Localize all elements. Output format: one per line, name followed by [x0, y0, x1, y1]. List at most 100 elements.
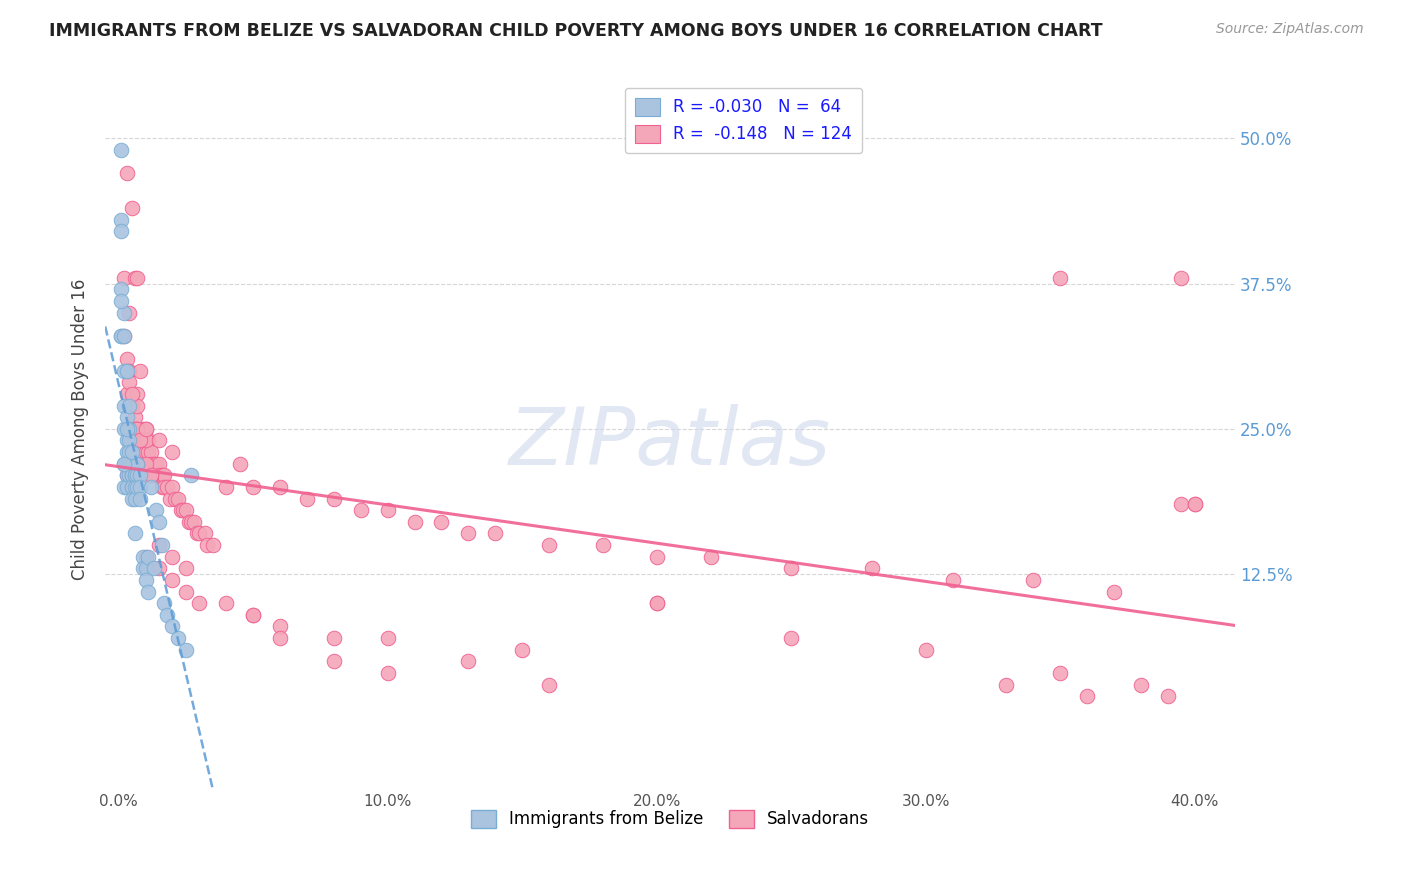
Point	[135, 573, 157, 587]
Point	[404, 515, 426, 529]
Point	[538, 677, 561, 691]
Point	[914, 642, 936, 657]
Point	[112, 364, 135, 378]
Point	[377, 503, 399, 517]
Point	[183, 515, 205, 529]
Point	[295, 491, 318, 506]
Point	[112, 305, 135, 319]
Point	[156, 480, 179, 494]
Point	[127, 270, 149, 285]
Point	[118, 445, 141, 459]
Point	[457, 526, 479, 541]
Point	[186, 526, 208, 541]
Point	[1184, 498, 1206, 512]
Point	[148, 538, 170, 552]
Point	[269, 631, 291, 645]
Point	[115, 468, 138, 483]
Point	[115, 410, 138, 425]
Point	[139, 445, 162, 459]
Point	[592, 538, 614, 552]
Point	[127, 422, 149, 436]
Point	[188, 596, 211, 610]
Point	[132, 549, 155, 564]
Text: IMMIGRANTS FROM BELIZE VS SALVADORAN CHILD POVERTY AMONG BOYS UNDER 16 CORRELATI: IMMIGRANTS FROM BELIZE VS SALVADORAN CHI…	[49, 22, 1102, 40]
Point	[228, 457, 250, 471]
Point	[110, 143, 132, 157]
Point	[1049, 270, 1071, 285]
Point	[145, 457, 167, 471]
Point	[124, 468, 146, 483]
Point	[142, 561, 165, 575]
Point	[148, 515, 170, 529]
Point	[1076, 690, 1098, 704]
Point	[1129, 677, 1152, 691]
Point	[150, 468, 173, 483]
Y-axis label: Child Poverty Among Boys Under 16: Child Poverty Among Boys Under 16	[72, 278, 89, 580]
Point	[136, 434, 159, 448]
Point	[112, 422, 135, 436]
Point	[110, 293, 132, 308]
Point	[124, 480, 146, 494]
Point	[121, 457, 143, 471]
Point	[115, 352, 138, 367]
Point	[215, 596, 238, 610]
Point	[118, 305, 141, 319]
Point	[112, 457, 135, 471]
Point	[129, 445, 152, 459]
Point	[129, 364, 152, 378]
Point	[139, 468, 162, 483]
Point	[135, 422, 157, 436]
Point	[112, 399, 135, 413]
Point	[118, 434, 141, 448]
Point	[110, 329, 132, 343]
Point	[150, 538, 173, 552]
Point	[538, 538, 561, 552]
Point	[166, 491, 188, 506]
Point	[118, 376, 141, 390]
Point	[115, 480, 138, 494]
Point	[645, 549, 668, 564]
Point	[150, 480, 173, 494]
Point	[124, 468, 146, 483]
Point	[135, 434, 157, 448]
Point	[115, 166, 138, 180]
Point	[139, 468, 162, 483]
Point	[121, 201, 143, 215]
Point	[127, 468, 149, 483]
Point	[780, 561, 803, 575]
Point	[188, 526, 211, 541]
Point	[121, 399, 143, 413]
Point	[127, 457, 149, 471]
Point	[645, 596, 668, 610]
Point	[129, 491, 152, 506]
Text: ZIPatlas: ZIPatlas	[509, 404, 831, 483]
Point	[124, 526, 146, 541]
Point	[377, 631, 399, 645]
Point	[165, 491, 187, 506]
Point	[127, 480, 149, 494]
Point	[135, 422, 157, 436]
Point	[121, 491, 143, 506]
Point	[1049, 665, 1071, 680]
Point	[194, 526, 217, 541]
Point	[127, 387, 149, 401]
Point	[124, 491, 146, 506]
Point	[124, 457, 146, 471]
Point	[174, 584, 197, 599]
Point	[112, 457, 135, 471]
Point	[159, 491, 181, 506]
Legend: Immigrants from Belize, Salvadorans: Immigrants from Belize, Salvadorans	[464, 803, 876, 835]
Point	[153, 596, 176, 610]
Point	[995, 677, 1018, 691]
Point	[127, 399, 149, 413]
Point	[180, 515, 202, 529]
Point	[129, 434, 152, 448]
Point	[118, 399, 141, 413]
Point	[242, 607, 264, 622]
Point	[118, 422, 141, 436]
Point	[148, 457, 170, 471]
Point	[115, 457, 138, 471]
Point	[156, 607, 179, 622]
Point	[132, 434, 155, 448]
Point	[124, 270, 146, 285]
